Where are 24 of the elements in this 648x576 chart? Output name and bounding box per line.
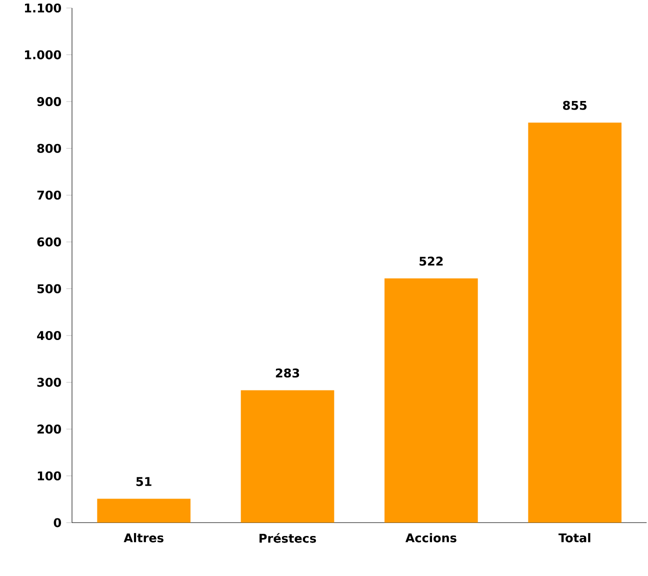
y-tick-label: 900 [37, 97, 62, 106]
y-tick-label: 0 [54, 518, 62, 528]
y-tick-label: 1.000 [25, 50, 62, 60]
x-tick-label: Total [558, 533, 590, 542]
bar [384, 278, 478, 523]
y-tick-label: 700 [37, 190, 62, 200]
y-tick-label: 100 [38, 471, 62, 480]
data-label: 522 [420, 256, 443, 266]
y-tick-label: 200 [37, 424, 62, 434]
y-tick-label: 600 [37, 237, 62, 246]
y-tick-label: 1.100 [25, 3, 62, 13]
data-label: 51 [136, 477, 152, 486]
bar [240, 390, 334, 523]
x-tick-label: Préstecs [260, 533, 316, 543]
bar [528, 122, 622, 523]
y-tick-label: 800 [37, 144, 62, 153]
x-tick-label: Altres [124, 533, 164, 542]
y-tick-label: 500 [37, 284, 62, 294]
bar [97, 498, 190, 523]
data-label: 855 [563, 100, 587, 110]
data-label: 283 [276, 368, 300, 378]
y-tick-label: 300 [37, 378, 62, 387]
x-tick-label: Accions [405, 533, 456, 542]
y-tick-label: 400 [37, 330, 62, 340]
